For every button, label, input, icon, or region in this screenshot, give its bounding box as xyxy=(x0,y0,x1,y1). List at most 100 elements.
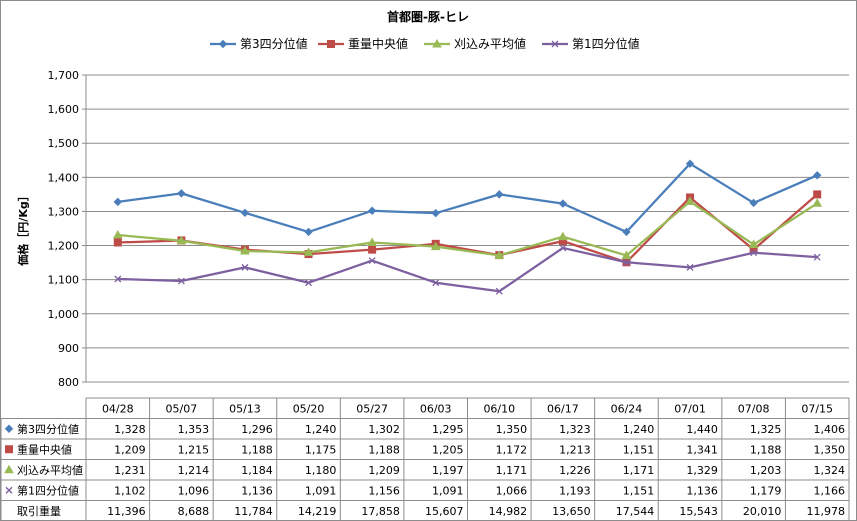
table-cell: 1,302 xyxy=(368,423,400,436)
data-point xyxy=(495,287,503,295)
chart-title: 首都圏-豚-ヒレ xyxy=(387,9,469,24)
table-cell: 15,543 xyxy=(679,505,718,518)
series-layer xyxy=(112,159,823,295)
table-cell: 1,215 xyxy=(178,443,210,456)
data-point xyxy=(750,249,758,257)
data-point xyxy=(495,190,504,199)
category-label: 05/20 xyxy=(293,402,325,415)
table-cell: 1,214 xyxy=(178,464,210,477)
legend-marker xyxy=(432,38,442,48)
category-label: 07/01 xyxy=(674,402,706,415)
data-point xyxy=(685,159,695,168)
table-row: 第3四分位値 1,328 1,353 1,296 1,240 1,302 1,295 1,35… xyxy=(4,422,845,436)
data-point xyxy=(686,263,694,271)
legend-marker xyxy=(327,40,335,48)
data-point xyxy=(749,198,758,208)
data-point xyxy=(368,257,376,265)
data-point xyxy=(812,198,823,207)
y-tick-label: 1,400 xyxy=(48,171,80,184)
table-cell: 11,978 xyxy=(807,505,846,518)
data-point-stroke-b xyxy=(686,263,694,271)
table-cell: 1,240 xyxy=(623,423,655,436)
table-cell: 1,296 xyxy=(241,423,273,436)
category-label: 07/08 xyxy=(738,402,770,415)
legend-label: 重量中央値 xyxy=(348,36,408,51)
table-cell: 1,166 xyxy=(814,484,846,497)
series-line xyxy=(117,162,818,234)
data-point xyxy=(430,241,441,251)
data-point xyxy=(559,244,567,252)
series-1 xyxy=(113,159,822,237)
table-cell: 1,325 xyxy=(750,423,782,436)
table-cell: 17,858 xyxy=(361,505,400,518)
table-cell: 1,193 xyxy=(559,484,591,497)
table-cell: 1,440 xyxy=(686,423,718,436)
data-point xyxy=(813,253,821,261)
y-axis-ticks: 800 900 1,000 1,100 1,200 1,300 1,400 1,500 1,60… xyxy=(48,69,86,389)
data-point xyxy=(177,189,186,198)
table-cell: 1,213 xyxy=(559,443,591,456)
table-cell: 1,329 xyxy=(686,464,718,477)
series-line xyxy=(117,193,818,264)
legend-label: 第1四分位値 xyxy=(572,36,640,51)
legend-marker xyxy=(218,39,228,49)
data-point-stroke-b xyxy=(241,263,249,271)
table-row: 第1四分位値 1,102 1,096 1,136 1,091 1,156 1,091 1,06… xyxy=(5,483,846,497)
data-point-stroke-b xyxy=(622,258,630,266)
row-label: 第3四分位値 xyxy=(17,422,79,436)
data-point xyxy=(432,279,440,287)
data-point-stroke-b xyxy=(368,257,376,265)
table-cell: 1,179 xyxy=(750,484,782,497)
row-legend-marker xyxy=(4,464,14,474)
table-cell: 17,544 xyxy=(616,505,655,518)
data-point xyxy=(176,235,187,245)
data-point xyxy=(367,206,377,215)
category-label: 06/24 xyxy=(611,402,643,415)
table-row-volume: 取引重量 11,396 8,688 11,784 14,219 17,858 15,607 1… xyxy=(17,504,845,518)
table-cell: 1,353 xyxy=(178,423,210,436)
table-cell: 1,091 xyxy=(432,484,464,497)
data-point xyxy=(558,199,568,208)
table-cell: 1,151 xyxy=(623,443,655,456)
data-point xyxy=(304,227,313,237)
row-label: 取引重量 xyxy=(17,504,61,518)
y-tick-label: 1,600 xyxy=(48,103,80,116)
data-point xyxy=(558,231,568,241)
table-cell: 1,091 xyxy=(305,484,337,497)
y-tick-label: 1,100 xyxy=(48,274,80,287)
category-label: 06/10 xyxy=(483,402,515,415)
table-cell: 1,295 xyxy=(432,423,464,436)
data-point-stroke-b xyxy=(177,277,185,285)
data-point-stroke-b xyxy=(559,244,567,252)
row-legend-marker xyxy=(5,445,13,454)
category-label: 05/27 xyxy=(356,402,388,415)
table-cell: 1,171 xyxy=(496,464,528,477)
y-tick-label: 1,500 xyxy=(48,137,80,150)
data-point-stroke-b xyxy=(750,249,758,257)
data-point xyxy=(303,247,314,256)
data-point xyxy=(368,245,377,254)
data-point-stroke-b xyxy=(114,275,122,283)
table-cell: 1,136 xyxy=(686,484,718,497)
row-label: 重量中央値 xyxy=(17,442,72,456)
table-cell: 15,607 xyxy=(425,505,464,518)
data-point xyxy=(240,246,250,255)
data-point xyxy=(114,275,122,283)
legend-item-1: 第3四分位値 xyxy=(210,36,308,51)
row-label: 第1四分位値 xyxy=(17,483,79,497)
legend: 第3四分位値 重量中央値 刈込み平均値 第1四分位値 xyxy=(210,36,640,51)
data-point xyxy=(622,258,630,266)
category-label: 07/15 xyxy=(801,402,833,415)
table-cell: 1,240 xyxy=(305,423,337,436)
data-point xyxy=(813,190,822,199)
data-point xyxy=(177,277,185,285)
table-cell: 1,136 xyxy=(241,484,273,497)
data-point xyxy=(685,196,695,206)
category-label: 05/13 xyxy=(229,402,261,415)
category-label: 06/03 xyxy=(420,402,452,415)
table-cell: 1,350 xyxy=(814,443,846,456)
y-tick-label: 800 xyxy=(58,376,79,389)
data-point-stroke-b xyxy=(432,279,440,287)
table-cell: 1,203 xyxy=(750,464,782,477)
